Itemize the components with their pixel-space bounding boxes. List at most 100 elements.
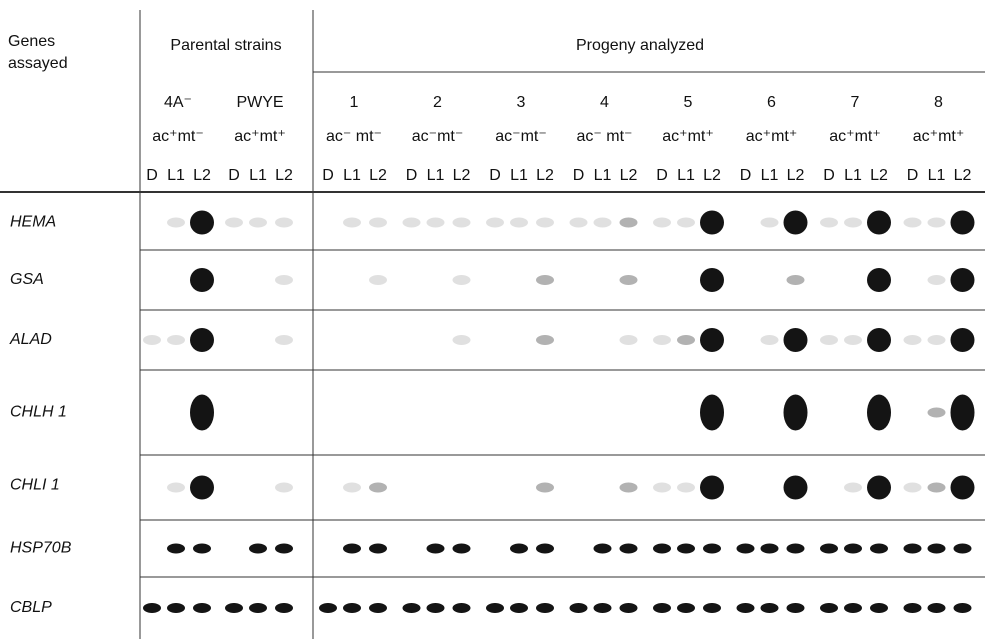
band [784, 476, 808, 500]
band [904, 335, 922, 345]
band [453, 544, 471, 554]
lane-label: D [228, 167, 240, 184]
band [928, 544, 946, 554]
lane-label: L1 [928, 167, 946, 184]
band [167, 544, 185, 554]
lane-label: L2 [193, 167, 211, 184]
gene-name: HSP70B [10, 540, 72, 557]
band [951, 268, 975, 292]
band [677, 218, 695, 228]
band [190, 395, 214, 431]
band [653, 483, 671, 493]
band [928, 335, 946, 345]
band [343, 603, 361, 613]
band [369, 483, 387, 493]
band [820, 603, 838, 613]
band [190, 211, 214, 235]
band [620, 218, 638, 228]
band [844, 335, 862, 345]
band [343, 544, 361, 554]
band [536, 218, 554, 228]
band [677, 544, 695, 554]
lane-label: D [907, 167, 919, 184]
lane-label: D [322, 167, 334, 184]
band [275, 275, 293, 285]
band [653, 218, 671, 228]
gene-name: CHLI 1 [10, 477, 60, 494]
band [427, 544, 445, 554]
band [761, 544, 779, 554]
band [761, 218, 779, 228]
band [275, 544, 293, 554]
genotype: ac⁺mt⁺ [746, 128, 798, 145]
band [620, 275, 638, 285]
band [249, 603, 267, 613]
lane-label: L1 [594, 167, 612, 184]
genotype: ac⁺mt⁺ [662, 128, 714, 145]
band [700, 268, 724, 292]
band [700, 476, 724, 500]
genotype: ac⁺mt⁺ [829, 128, 881, 145]
lane-label: L1 [343, 167, 361, 184]
band [594, 603, 612, 613]
band [867, 476, 891, 500]
band [677, 603, 695, 613]
band [167, 218, 185, 228]
lane-label: D [740, 167, 752, 184]
band [453, 218, 471, 228]
band [369, 275, 387, 285]
band [867, 395, 891, 431]
band [867, 211, 891, 235]
band [570, 603, 588, 613]
band [275, 483, 293, 493]
band [928, 603, 946, 613]
band [904, 603, 922, 613]
band [167, 603, 185, 613]
band [928, 408, 946, 418]
band [820, 335, 838, 345]
band [844, 218, 862, 228]
band [928, 483, 946, 493]
lane-label: L2 [536, 167, 554, 184]
gene-name: GSA [10, 271, 44, 288]
band [403, 218, 421, 228]
genotype: ac⁻ mt⁻ [576, 128, 632, 145]
genotype: ac⁺mt⁺ [234, 128, 286, 145]
band [844, 483, 862, 493]
strain-name: 1 [350, 94, 359, 111]
strain-name: 4A⁻ [164, 94, 192, 111]
lane-label: L2 [954, 167, 972, 184]
strain-name: 7 [851, 94, 860, 111]
band [275, 335, 293, 345]
band [319, 603, 337, 613]
band [904, 544, 922, 554]
band [536, 275, 554, 285]
band [928, 275, 946, 285]
band [249, 544, 267, 554]
band [369, 218, 387, 228]
lane-label: L1 [510, 167, 528, 184]
band [653, 603, 671, 613]
band [536, 544, 554, 554]
band [870, 544, 888, 554]
genotype: ac⁺mt⁺ [913, 128, 965, 145]
lane-label: L1 [844, 167, 862, 184]
band [570, 218, 588, 228]
band [954, 544, 972, 554]
band [904, 218, 922, 228]
band [844, 544, 862, 554]
band [653, 544, 671, 554]
band [369, 603, 387, 613]
blot-figure: Genesassayed Parental strains Progeny an… [0, 0, 985, 639]
lane-label: L2 [620, 167, 638, 184]
band [193, 603, 211, 613]
band [951, 476, 975, 500]
band [867, 328, 891, 352]
lane-label: L1 [761, 167, 779, 184]
band [486, 218, 504, 228]
band [700, 211, 724, 235]
band [190, 268, 214, 292]
strain-name: 3 [517, 94, 526, 111]
band [787, 275, 805, 285]
lane-label: L1 [427, 167, 445, 184]
